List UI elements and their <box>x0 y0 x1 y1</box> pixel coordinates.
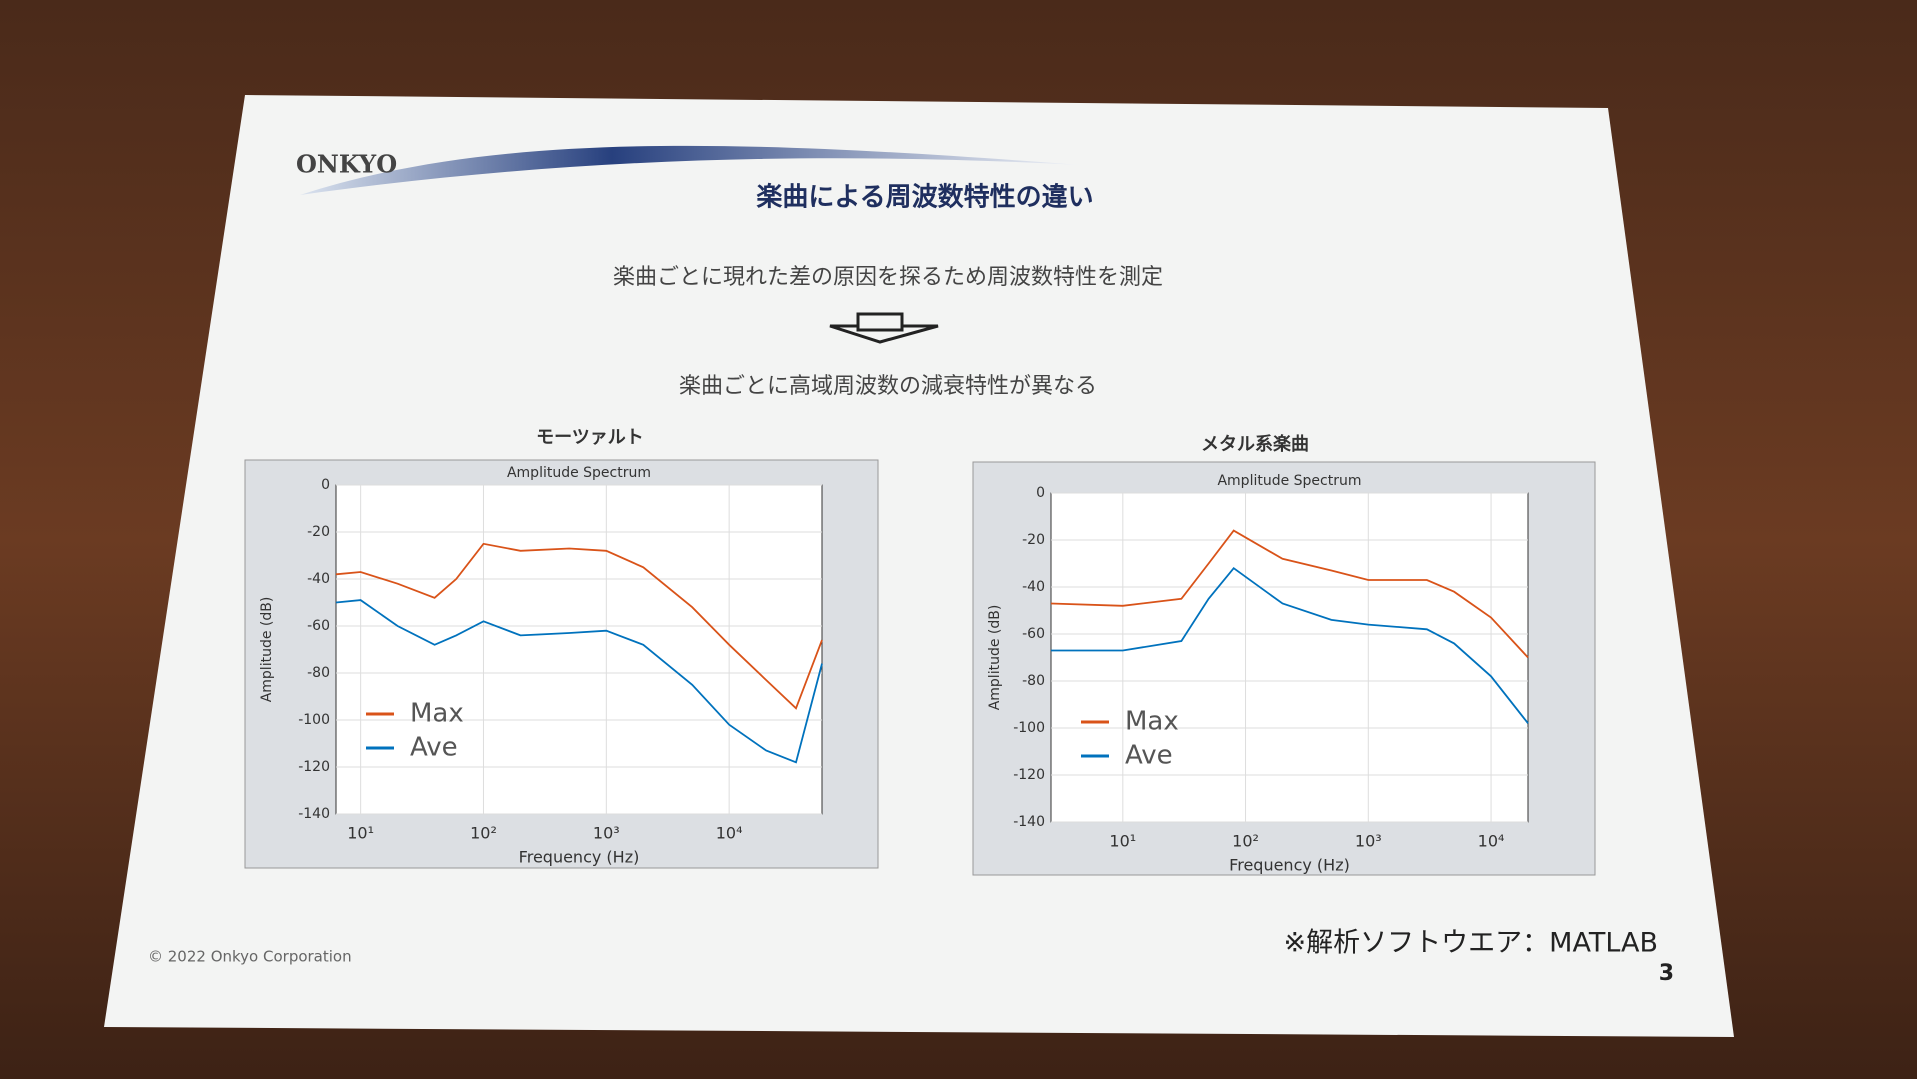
legend-label: Max <box>410 699 464 729</box>
y-tick-label: -120 <box>298 759 330 775</box>
y-tick-label: -60 <box>307 618 330 634</box>
logo: ONKYO <box>296 150 397 179</box>
copyright: © 2022 Onkyo Corporation <box>148 948 352 966</box>
series-line <box>335 599 823 764</box>
x-axis-label: Frequency (Hz) <box>1229 856 1350 875</box>
x-tick-label: 10¹ <box>1109 832 1136 851</box>
text-line: 楽曲ごとに現れた差の原因を探るため周波数特性を測定 <box>613 265 1163 290</box>
chart-title: Amplitude Spectrum <box>1217 473 1361 489</box>
y-tick-label: -40 <box>1022 579 1045 595</box>
x-axis-label: Frequency (Hz) <box>519 848 640 867</box>
text-line: 楽曲ごとに高域周波数の減衰特性が異なる <box>679 374 1097 399</box>
y-tick-label: -20 <box>1022 532 1045 548</box>
page-number: 3 <box>1659 961 1674 986</box>
x-tick-label: 10² <box>470 824 497 843</box>
plot-area <box>1050 492 1529 823</box>
y-tick-label: -100 <box>1013 720 1045 736</box>
x-tick-label: 10² <box>1232 832 1259 851</box>
x-tick-label: 10³ <box>1355 832 1382 851</box>
series-line <box>335 542 823 710</box>
y-tick-label: -140 <box>298 806 330 822</box>
legend-label: Ave <box>1125 741 1173 771</box>
y-tick-label: 0 <box>321 477 330 493</box>
x-tick-label: 10³ <box>593 824 620 843</box>
legend-label: Ave <box>410 733 458 763</box>
note: ※解析ソフトウエア：MATLAB <box>1284 928 1658 959</box>
x-tick-label: 10⁴ <box>1478 832 1505 851</box>
chart-title: Amplitude Spectrum <box>507 465 651 481</box>
y-tick-label: -20 <box>307 524 330 540</box>
y-tick-label: -80 <box>1022 673 1045 689</box>
y-tick-label: -40 <box>307 571 330 587</box>
series-line <box>1050 529 1529 659</box>
series-line <box>1051 566 1529 724</box>
y-tick-label: -120 <box>1013 767 1045 783</box>
y-tick-label: -140 <box>1013 814 1045 830</box>
y-tick-label: -80 <box>307 665 330 681</box>
y-tick-label: 0 <box>1036 485 1045 501</box>
y-tick-label: -60 <box>1022 626 1045 642</box>
y-tick-label: -100 <box>298 712 330 728</box>
legend-label: Max <box>1125 707 1179 737</box>
slide-title: 楽曲による周波数特性の違い <box>756 182 1093 213</box>
chart-heading: メタル系楽曲 <box>1201 433 1309 455</box>
x-tick-label: 10¹ <box>347 824 374 843</box>
plot-area <box>335 484 823 815</box>
y-axis-label: Amplitude (dB) <box>987 605 1003 711</box>
arrow-shaft <box>856 312 904 332</box>
swoosh <box>300 145 1080 195</box>
chart-heading: モーツァルト <box>536 427 644 448</box>
y-axis-label: Amplitude (dB) <box>259 597 275 703</box>
x-tick-label: 10⁴ <box>716 824 743 843</box>
